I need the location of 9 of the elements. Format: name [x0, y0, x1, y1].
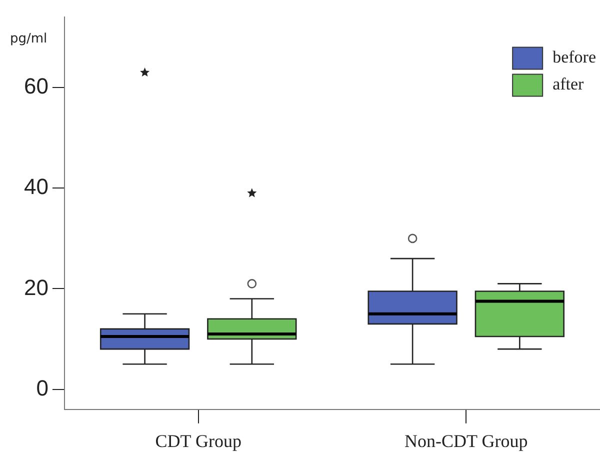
legend-label: before — [552, 48, 596, 67]
y-tick-label: 20 — [24, 274, 48, 300]
y-tick-label: 0 — [36, 375, 48, 400]
y-axis-title: pg/ml — [10, 32, 48, 47]
x-tick-label: CDT Group — [155, 430, 242, 451]
x-tick-label: Non-CDT Group — [404, 430, 528, 451]
legend-label: after — [552, 74, 584, 94]
y-tick-label: 40 — [24, 174, 48, 200]
y-tick-label: 60 — [24, 74, 48, 99]
